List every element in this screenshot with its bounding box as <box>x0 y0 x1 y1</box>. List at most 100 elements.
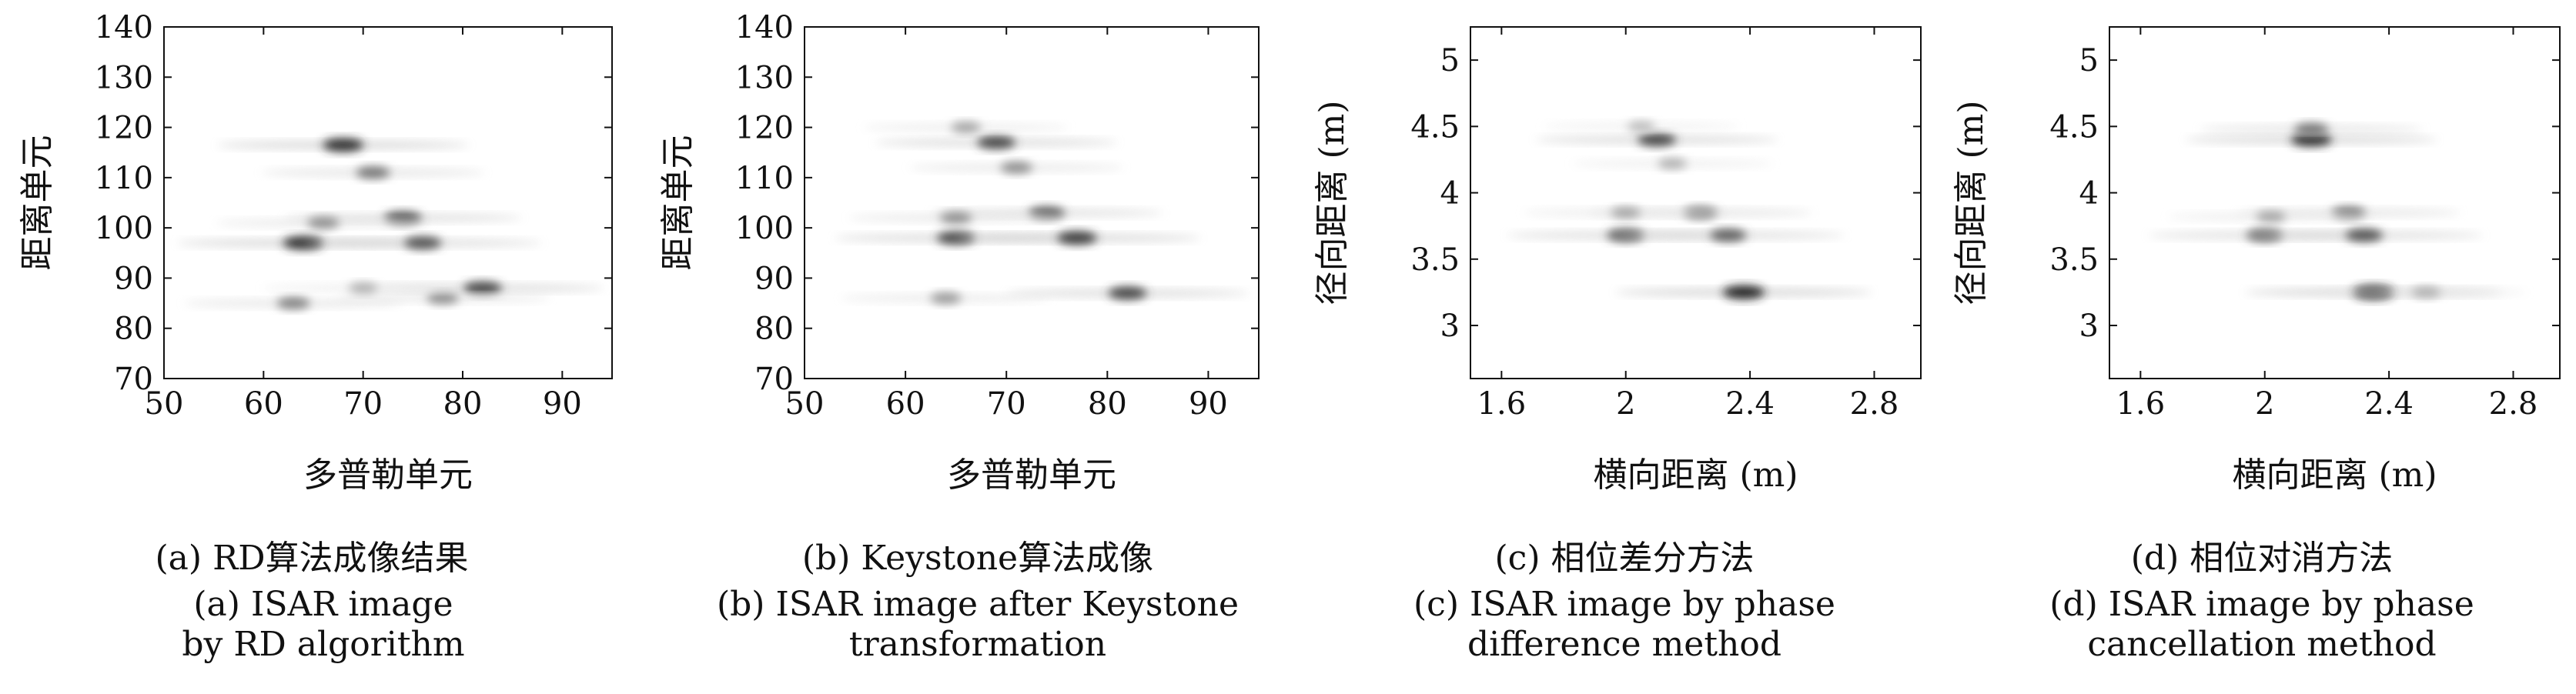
caption-zh-b: (b) Keystone算法成像 <box>801 539 1154 578</box>
caption-zh-d: (d) 相位对消方法 <box>2130 539 2394 578</box>
heatmap-chart-a: 50 60 70 80 90 70 80 90 100 110 120 130 140 多普勒单元 距离单元 <box>18 10 613 495</box>
y-tick-label: 80 <box>114 312 153 347</box>
panel-c: 1.6 2 2.4 2.8 3 3.5 4 4.5 5 横向距离 (m) 径向距离 (m) (c) … <box>1309 0 1940 694</box>
heat-blob <box>323 138 364 152</box>
x-tick-label: 80 <box>443 386 483 422</box>
x-tick-label: 70 <box>343 386 383 422</box>
heat-blob <box>1658 158 1688 169</box>
panel-b: 50 60 70 80 90 70 80 90 100 110 120 130 140 多普勒单元 距离单元… <box>654 0 1301 694</box>
x-tick-label: 70 <box>987 386 1026 422</box>
heat-blob <box>283 236 324 250</box>
heat-blob <box>1611 207 1641 219</box>
panel-a: 50 60 70 80 90 70 80 90 100 110 120 130 140 多普勒单元 距离单元… <box>0 0 624 694</box>
y-tick-label: 3 <box>2079 309 2099 344</box>
y-tick-label: 4 <box>1440 176 1460 212</box>
heat-blob <box>1637 133 1677 146</box>
heat-blob <box>1057 231 1097 245</box>
heatmap-chart-c: 1.6 2 2.4 2.8 3 3.5 4 4.5 5 横向距离 (m) 径向距离 (m) <box>1313 26 1922 495</box>
plot-frame <box>804 26 1260 379</box>
x-tick-label: 2.4 <box>1725 386 1775 422</box>
y-tick-label: 4 <box>2079 176 2099 212</box>
heatmap-chart-b: 50 60 70 80 90 70 80 90 100 110 120 130 140 多普勒单元 距离单元 <box>658 10 1260 495</box>
caption-zh-a: (a) RD算法成像结果 <box>155 539 469 578</box>
y-tick-label: 80 <box>754 312 794 347</box>
panel-d: 1.6 2 2.4 2.8 3 3.5 4 4.5 5 横向距离 (m) 径向距离 (m) (d) … <box>1948 0 2576 694</box>
y-tick-label: 90 <box>754 261 794 296</box>
y-tick-label: 120 <box>95 111 153 146</box>
y-tick-label: 130 <box>95 60 153 95</box>
y-axis-label: 径向距离 (m) <box>1313 100 1352 305</box>
x-tick-label: 90 <box>543 386 582 422</box>
y-tick-label: 140 <box>95 10 153 45</box>
heat-blob <box>1722 285 1765 299</box>
y-tick-label: 5 <box>2079 43 2099 78</box>
heat-blob <box>930 292 962 304</box>
heat-blob <box>2290 132 2332 147</box>
heat-blob <box>306 217 340 229</box>
plot-area <box>2109 27 2560 379</box>
x-tick-label: 60 <box>244 386 283 422</box>
x-tick-label: 2 <box>2255 386 2274 422</box>
y-tick-label: 70 <box>114 362 153 397</box>
caption-en-a: (a) ISAR image by RD algorithm <box>182 585 465 664</box>
y-tick-label: 100 <box>95 211 153 246</box>
heat-blob <box>427 292 460 305</box>
plot-frame <box>163 26 613 379</box>
x-axis-label: 横向距离 (m) <box>1593 455 1798 495</box>
y-axis-label: 径向距离 (m) <box>1952 100 1991 305</box>
heat-blob <box>1108 286 1147 300</box>
heat-blob <box>976 135 1016 149</box>
y-tick-label: 3.5 <box>2049 242 2099 278</box>
caption-en-b: (b) ISAR image after Keystone transforma… <box>716 585 1239 664</box>
x-axis-label: 横向距离 (m) <box>2232 455 2437 495</box>
y-tick-label: 4.5 <box>2049 109 2099 145</box>
y-tick-label: 90 <box>114 261 153 296</box>
y-tick-label: 110 <box>735 161 794 196</box>
y-tick-label: 110 <box>95 161 153 196</box>
caption-en-d: (d) ISAR image by phase cancellation met… <box>2049 585 2474 664</box>
heat-blob <box>2345 229 2384 242</box>
heat-blob <box>1000 162 1033 174</box>
heat-blob <box>356 166 390 179</box>
y-tick-label: 3.5 <box>1410 242 1460 278</box>
y-tick-label: 100 <box>735 211 794 246</box>
x-tick-label: 1.6 <box>1477 386 1527 422</box>
x-axis-label: 多普勒单元 <box>303 455 473 495</box>
caption-zh-c: (c) 相位差分方法 <box>1494 539 1755 578</box>
x-tick-label: 2 <box>1616 386 1635 422</box>
heat-blob <box>348 282 378 294</box>
y-tick-label: 130 <box>735 60 794 95</box>
x-tick-label: 60 <box>886 386 925 422</box>
plot-frame <box>2109 26 2561 379</box>
x-tick-label: 50 <box>785 386 825 422</box>
heat-blob <box>2256 211 2287 222</box>
y-axis-label: 距离单元 <box>18 135 57 271</box>
y-tick-label: 3 <box>1440 309 1460 344</box>
plot-area <box>805 27 1259 379</box>
x-tick-label: 90 <box>1189 386 1228 422</box>
heat-blob <box>463 282 503 295</box>
x-tick-label: 2.8 <box>2489 386 2538 422</box>
x-axis-label: 多普勒单元 <box>947 455 1116 495</box>
x-tick-label: 80 <box>1088 386 1127 422</box>
plot-frame <box>1470 26 1922 379</box>
x-tick-label: 2.8 <box>1850 386 1899 422</box>
heat-blob <box>2293 122 2329 135</box>
caption-en-c: (c) ISAR image by phase difference metho… <box>1413 585 1835 664</box>
y-axis-label: 距离单元 <box>658 135 698 271</box>
y-tick-label: 140 <box>735 10 794 45</box>
heatmap-chart-d: 1.6 2 2.4 2.8 3 3.5 4 4.5 5 横向距离 (m) 径向距离 (m) <box>1952 26 2561 495</box>
x-tick-label: 50 <box>145 386 184 422</box>
y-tick-label: 5 <box>1440 43 1460 78</box>
plot-area <box>164 27 612 379</box>
heat-blob <box>951 122 982 133</box>
heat-blob <box>2411 286 2441 298</box>
y-tick-label: 4.5 <box>1410 109 1460 145</box>
y-tick-label: 70 <box>754 362 794 397</box>
heat-blob <box>939 212 972 224</box>
heat-blob <box>276 297 310 309</box>
plot-area <box>1470 27 1921 379</box>
y-tick-label: 120 <box>735 111 794 146</box>
heat-blob <box>1710 229 1747 242</box>
x-tick-label: 1.6 <box>2116 386 2166 422</box>
